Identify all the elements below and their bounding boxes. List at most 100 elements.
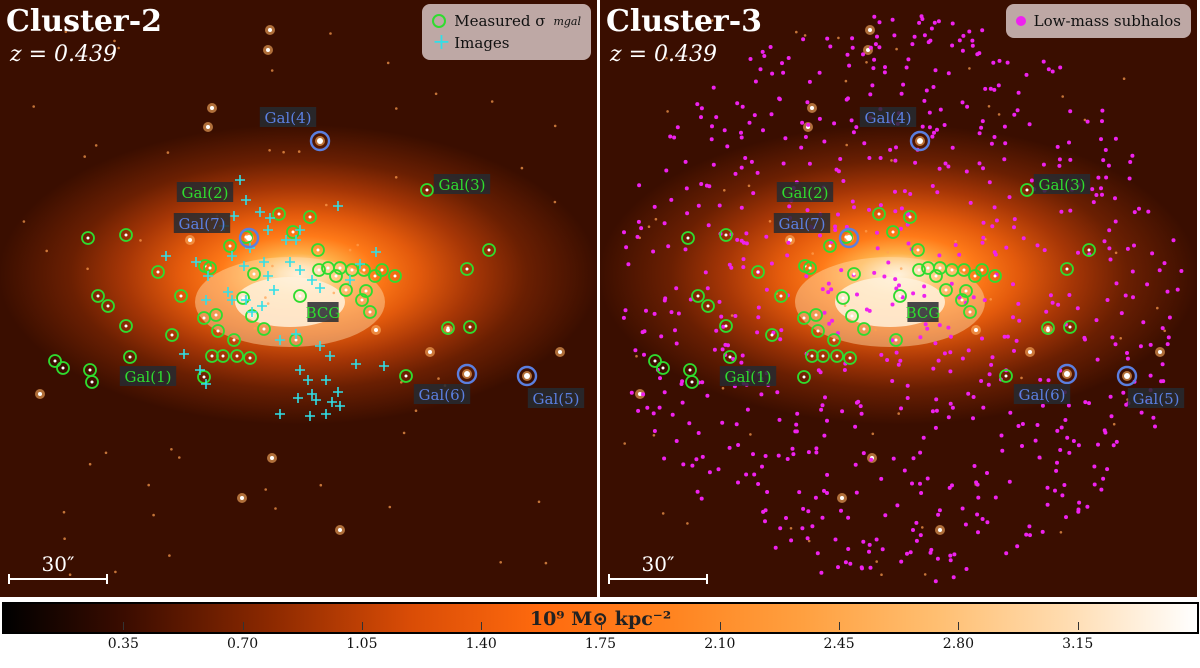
galaxy-core <box>338 528 342 532</box>
subhalo-dot <box>911 456 916 461</box>
subhalo-dot <box>651 249 656 254</box>
faint-galaxy <box>811 252 814 255</box>
subhalo-dot <box>934 397 939 402</box>
faint-galaxy <box>897 412 900 415</box>
subhalo-dot <box>1099 487 1104 492</box>
subhalo-dot <box>950 21 955 26</box>
measured-galaxy-circle <box>257 322 271 336</box>
image-marker <box>263 271 273 281</box>
image-marker <box>291 235 301 245</box>
image-marker <box>351 359 361 369</box>
galaxy-core <box>53 359 57 363</box>
subhalo-dot <box>844 97 849 102</box>
galaxy-core <box>464 371 470 377</box>
subhalo-dot <box>624 245 629 250</box>
subhalo-dot <box>975 512 980 517</box>
subhalo-dot <box>910 42 915 47</box>
subhalo-dot <box>794 429 799 434</box>
measured-galaxy-circle <box>656 361 670 375</box>
subhalo-dot <box>819 570 824 575</box>
label-background <box>119 366 177 386</box>
subhalo-dot <box>1125 356 1130 361</box>
subhalo-dot <box>979 379 984 383</box>
galaxy-core <box>964 289 968 293</box>
subhalo-dot <box>988 86 993 91</box>
subhalo-dot <box>676 311 681 316</box>
subhalo-dot <box>652 311 657 316</box>
subhalo-dot <box>739 205 744 210</box>
image-marker <box>327 397 337 407</box>
subhalo-dot <box>1068 109 1073 114</box>
subhalo-dot <box>1071 439 1076 443</box>
subhalo-dot <box>829 287 834 292</box>
measured-galaxy-circle <box>959 284 973 298</box>
legend: Measured σ m gal + Images <box>422 4 591 60</box>
subhalo-dot <box>953 243 958 247</box>
faint-galaxy <box>152 513 155 517</box>
subhalo-dot <box>662 390 667 395</box>
measured-galaxy-circle <box>847 267 861 281</box>
subhalo-dot <box>1063 418 1068 422</box>
subhalo-dot <box>997 58 1002 63</box>
galaxy-core <box>950 268 954 272</box>
subhalo-dot <box>751 191 756 196</box>
subhalo-dot <box>712 347 717 352</box>
subhalo-dot <box>826 290 831 295</box>
highlight-galaxy-circle <box>516 365 538 387</box>
colorbar-tick-mark <box>839 622 841 630</box>
subhalo-dot <box>716 467 721 472</box>
label-background <box>1127 388 1185 408</box>
subhalo-dot <box>1119 311 1124 316</box>
subhalo-dot <box>1160 362 1165 367</box>
faint-galaxy <box>795 30 798 34</box>
subhalo-dot <box>1107 246 1112 251</box>
subhalo-dot <box>860 566 864 571</box>
measured-galaxy-circle <box>460 262 474 276</box>
subhalo-dot <box>1082 335 1087 340</box>
image-marker <box>227 251 237 261</box>
subhalo-dot <box>751 452 755 457</box>
subhalo-dot <box>921 435 926 440</box>
faint-galaxy <box>871 432 875 436</box>
subhalo-dot <box>1004 245 1009 250</box>
image-marker <box>325 351 335 361</box>
colorbar-tick-label: 1.05 <box>346 636 378 652</box>
subhalo-dot <box>931 366 936 371</box>
faint-galaxy <box>1114 251 1118 255</box>
label-background <box>413 384 471 404</box>
subhalo-dot <box>805 100 810 105</box>
subhalo-dot <box>1041 162 1046 167</box>
subhalo-dot <box>1138 344 1143 349</box>
measured-galaxy-circle <box>701 299 715 313</box>
faint-galaxy <box>865 61 868 64</box>
colorbar-tick-mark <box>242 622 244 630</box>
faint-galaxy <box>899 267 903 270</box>
subhalo-dot <box>747 120 752 125</box>
subhalo-dot <box>1008 410 1013 415</box>
label-background <box>527 388 585 408</box>
subhalo-dot <box>1087 401 1091 406</box>
subhalo-dot <box>957 252 962 257</box>
measured-galaxy-circle <box>988 269 1002 283</box>
subhalo-dot <box>868 565 873 570</box>
subhalo-dot <box>1109 414 1114 419</box>
faint-galaxy <box>768 220 772 223</box>
image-marker <box>241 195 251 205</box>
subhalo-dot <box>981 166 985 171</box>
green-circle-icon <box>432 14 447 28</box>
subhalo-dot <box>914 520 919 525</box>
faint-galaxy <box>647 225 651 228</box>
faint-galaxy <box>837 36 840 40</box>
subhalo-dot <box>680 379 685 384</box>
subhalo-dot <box>1139 410 1144 415</box>
subhalo-dot <box>1166 335 1171 340</box>
subhalo-dot <box>911 528 915 532</box>
subhalo-dot <box>699 496 704 501</box>
subhalo-dot <box>1094 318 1099 323</box>
subhalo-dot <box>1150 251 1155 256</box>
faint-galaxy <box>356 243 360 247</box>
subhalo-dot <box>960 356 965 361</box>
subhalo-dot <box>1083 400 1088 405</box>
subhalo-dot <box>1059 209 1064 214</box>
image-marker <box>255 207 265 217</box>
